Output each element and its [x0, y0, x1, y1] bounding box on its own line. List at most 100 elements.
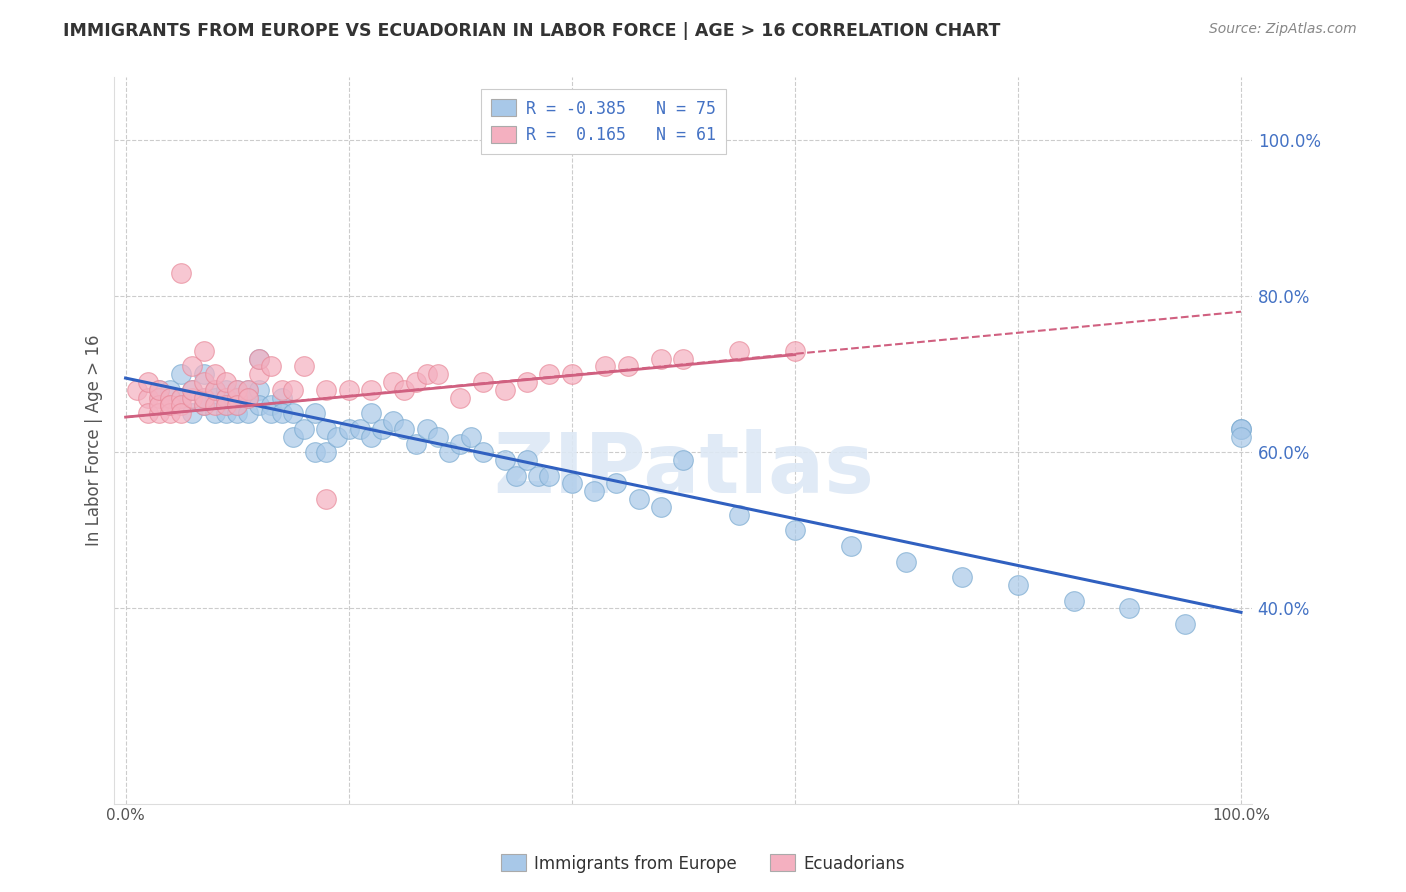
Point	[839, 539, 862, 553]
Point	[270, 383, 292, 397]
Point	[650, 500, 672, 514]
Point	[226, 406, 249, 420]
Point	[204, 383, 226, 397]
Point	[204, 406, 226, 420]
Point	[281, 383, 304, 397]
Point	[315, 383, 337, 397]
Point	[226, 398, 249, 412]
Point	[181, 391, 204, 405]
Point	[896, 555, 918, 569]
Point	[292, 422, 315, 436]
Legend: Immigrants from Europe, Ecuadorians: Immigrants from Europe, Ecuadorians	[494, 847, 912, 880]
Point	[1230, 422, 1253, 436]
Point	[215, 383, 238, 397]
Point	[270, 406, 292, 420]
Point	[170, 406, 193, 420]
Point	[238, 383, 260, 397]
Point	[204, 391, 226, 405]
Point	[204, 383, 226, 397]
Point	[170, 266, 193, 280]
Point	[292, 359, 315, 374]
Point	[650, 351, 672, 366]
Point	[193, 367, 215, 381]
Point	[148, 391, 170, 405]
Point	[238, 406, 260, 420]
Point	[249, 351, 271, 366]
Point	[226, 383, 249, 397]
Point	[1174, 617, 1197, 632]
Point	[394, 383, 416, 397]
Point	[337, 422, 360, 436]
Point	[215, 406, 238, 420]
Point	[360, 429, 382, 443]
Point	[449, 391, 471, 405]
Point	[304, 445, 326, 459]
Point	[193, 391, 215, 405]
Point	[215, 391, 238, 405]
Point	[627, 492, 650, 507]
Point	[728, 508, 751, 522]
Point	[204, 367, 226, 381]
Point	[238, 383, 260, 397]
Point	[1230, 429, 1253, 443]
Point	[315, 422, 337, 436]
Y-axis label: In Labor Force | Age > 16: In Labor Force | Age > 16	[86, 334, 103, 546]
Point	[394, 422, 416, 436]
Point	[215, 391, 238, 405]
Point	[170, 391, 193, 405]
Point	[193, 398, 215, 412]
Point	[360, 406, 382, 420]
Point	[616, 359, 638, 374]
Point	[1230, 422, 1253, 436]
Point	[181, 359, 204, 374]
Point	[315, 445, 337, 459]
Point	[249, 367, 271, 381]
Point	[527, 468, 550, 483]
Text: IMMIGRANTS FROM EUROPE VS ECUADORIAN IN LABOR FORCE | AGE > 16 CORRELATION CHART: IMMIGRANTS FROM EUROPE VS ECUADORIAN IN …	[63, 22, 1001, 40]
Point	[193, 398, 215, 412]
Point	[159, 383, 181, 397]
Point	[181, 383, 204, 397]
Point	[561, 476, 583, 491]
Point	[159, 391, 181, 405]
Point	[371, 422, 394, 436]
Point	[583, 484, 606, 499]
Point	[136, 406, 159, 420]
Point	[382, 414, 405, 428]
Point	[605, 476, 627, 491]
Point	[259, 406, 281, 420]
Point	[783, 343, 806, 358]
Point	[728, 343, 751, 358]
Point	[215, 375, 238, 389]
Point	[672, 453, 695, 467]
Point	[170, 391, 193, 405]
Point	[226, 398, 249, 412]
Point	[360, 383, 382, 397]
Point	[226, 391, 249, 405]
Point	[1063, 593, 1085, 607]
Point	[460, 429, 482, 443]
Point	[326, 429, 349, 443]
Point	[125, 383, 148, 397]
Point	[505, 468, 527, 483]
Point	[405, 437, 427, 451]
Point	[426, 429, 449, 443]
Point	[783, 524, 806, 538]
Point	[259, 359, 281, 374]
Point	[193, 343, 215, 358]
Point	[281, 429, 304, 443]
Point	[561, 367, 583, 381]
Point	[281, 406, 304, 420]
Point	[437, 445, 460, 459]
Point	[238, 391, 260, 405]
Text: ZIPatlas: ZIPatlas	[492, 429, 873, 510]
Point	[159, 398, 181, 412]
Point	[249, 351, 271, 366]
Point	[538, 367, 561, 381]
Point	[471, 445, 494, 459]
Point	[181, 383, 204, 397]
Point	[193, 375, 215, 389]
Point	[226, 391, 249, 405]
Point	[136, 391, 159, 405]
Point	[516, 375, 538, 389]
